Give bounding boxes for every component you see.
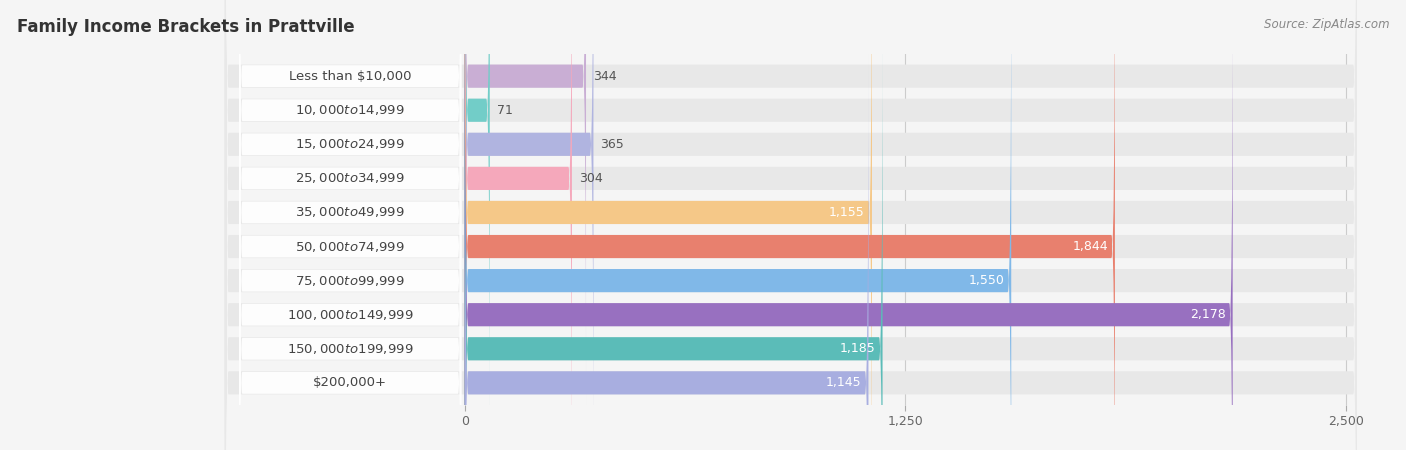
Text: 71: 71 — [496, 104, 513, 117]
FancyBboxPatch shape — [465, 20, 883, 450]
FancyBboxPatch shape — [225, 0, 1357, 450]
Text: $35,000 to $49,999: $35,000 to $49,999 — [295, 206, 405, 220]
Text: 1,844: 1,844 — [1073, 240, 1108, 253]
FancyBboxPatch shape — [225, 0, 1357, 450]
FancyBboxPatch shape — [239, 53, 461, 450]
FancyBboxPatch shape — [465, 0, 593, 450]
FancyBboxPatch shape — [239, 0, 461, 406]
FancyBboxPatch shape — [225, 0, 1357, 439]
FancyBboxPatch shape — [465, 0, 1233, 450]
FancyBboxPatch shape — [465, 0, 1011, 450]
Text: $200,000+: $200,000+ — [314, 376, 387, 389]
FancyBboxPatch shape — [239, 0, 461, 372]
FancyBboxPatch shape — [225, 0, 1357, 450]
FancyBboxPatch shape — [225, 0, 1357, 450]
Text: $50,000 to $74,999: $50,000 to $74,999 — [295, 239, 405, 253]
FancyBboxPatch shape — [239, 0, 461, 450]
Text: 1,145: 1,145 — [825, 376, 862, 389]
FancyBboxPatch shape — [239, 0, 461, 450]
FancyBboxPatch shape — [239, 0, 461, 450]
Text: 304: 304 — [579, 172, 603, 185]
Text: 365: 365 — [600, 138, 624, 151]
Text: 344: 344 — [593, 70, 617, 83]
FancyBboxPatch shape — [239, 19, 461, 450]
FancyBboxPatch shape — [225, 20, 1357, 450]
Text: $150,000 to $199,999: $150,000 to $199,999 — [287, 342, 413, 356]
FancyBboxPatch shape — [225, 54, 1357, 450]
FancyBboxPatch shape — [465, 0, 572, 450]
Text: 2,178: 2,178 — [1189, 308, 1226, 321]
Text: $75,000 to $99,999: $75,000 to $99,999 — [295, 274, 405, 288]
FancyBboxPatch shape — [239, 0, 461, 440]
FancyBboxPatch shape — [465, 0, 489, 439]
Text: Less than $10,000: Less than $10,000 — [288, 70, 412, 83]
Text: 1,550: 1,550 — [969, 274, 1004, 287]
FancyBboxPatch shape — [465, 0, 1115, 450]
Text: Source: ZipAtlas.com: Source: ZipAtlas.com — [1264, 18, 1389, 31]
FancyBboxPatch shape — [239, 87, 461, 450]
Text: $15,000 to $24,999: $15,000 to $24,999 — [295, 137, 405, 151]
Text: $100,000 to $149,999: $100,000 to $149,999 — [287, 308, 413, 322]
Text: 1,155: 1,155 — [830, 206, 865, 219]
FancyBboxPatch shape — [465, 54, 869, 450]
FancyBboxPatch shape — [465, 0, 586, 405]
FancyBboxPatch shape — [225, 0, 1357, 450]
Text: $25,000 to $34,999: $25,000 to $34,999 — [295, 171, 405, 185]
FancyBboxPatch shape — [465, 0, 872, 450]
FancyBboxPatch shape — [225, 0, 1357, 450]
FancyBboxPatch shape — [225, 0, 1357, 405]
Text: Family Income Brackets in Prattville: Family Income Brackets in Prattville — [17, 18, 354, 36]
Text: $10,000 to $14,999: $10,000 to $14,999 — [295, 103, 405, 117]
Text: 1,185: 1,185 — [839, 342, 876, 355]
FancyBboxPatch shape — [239, 0, 461, 450]
